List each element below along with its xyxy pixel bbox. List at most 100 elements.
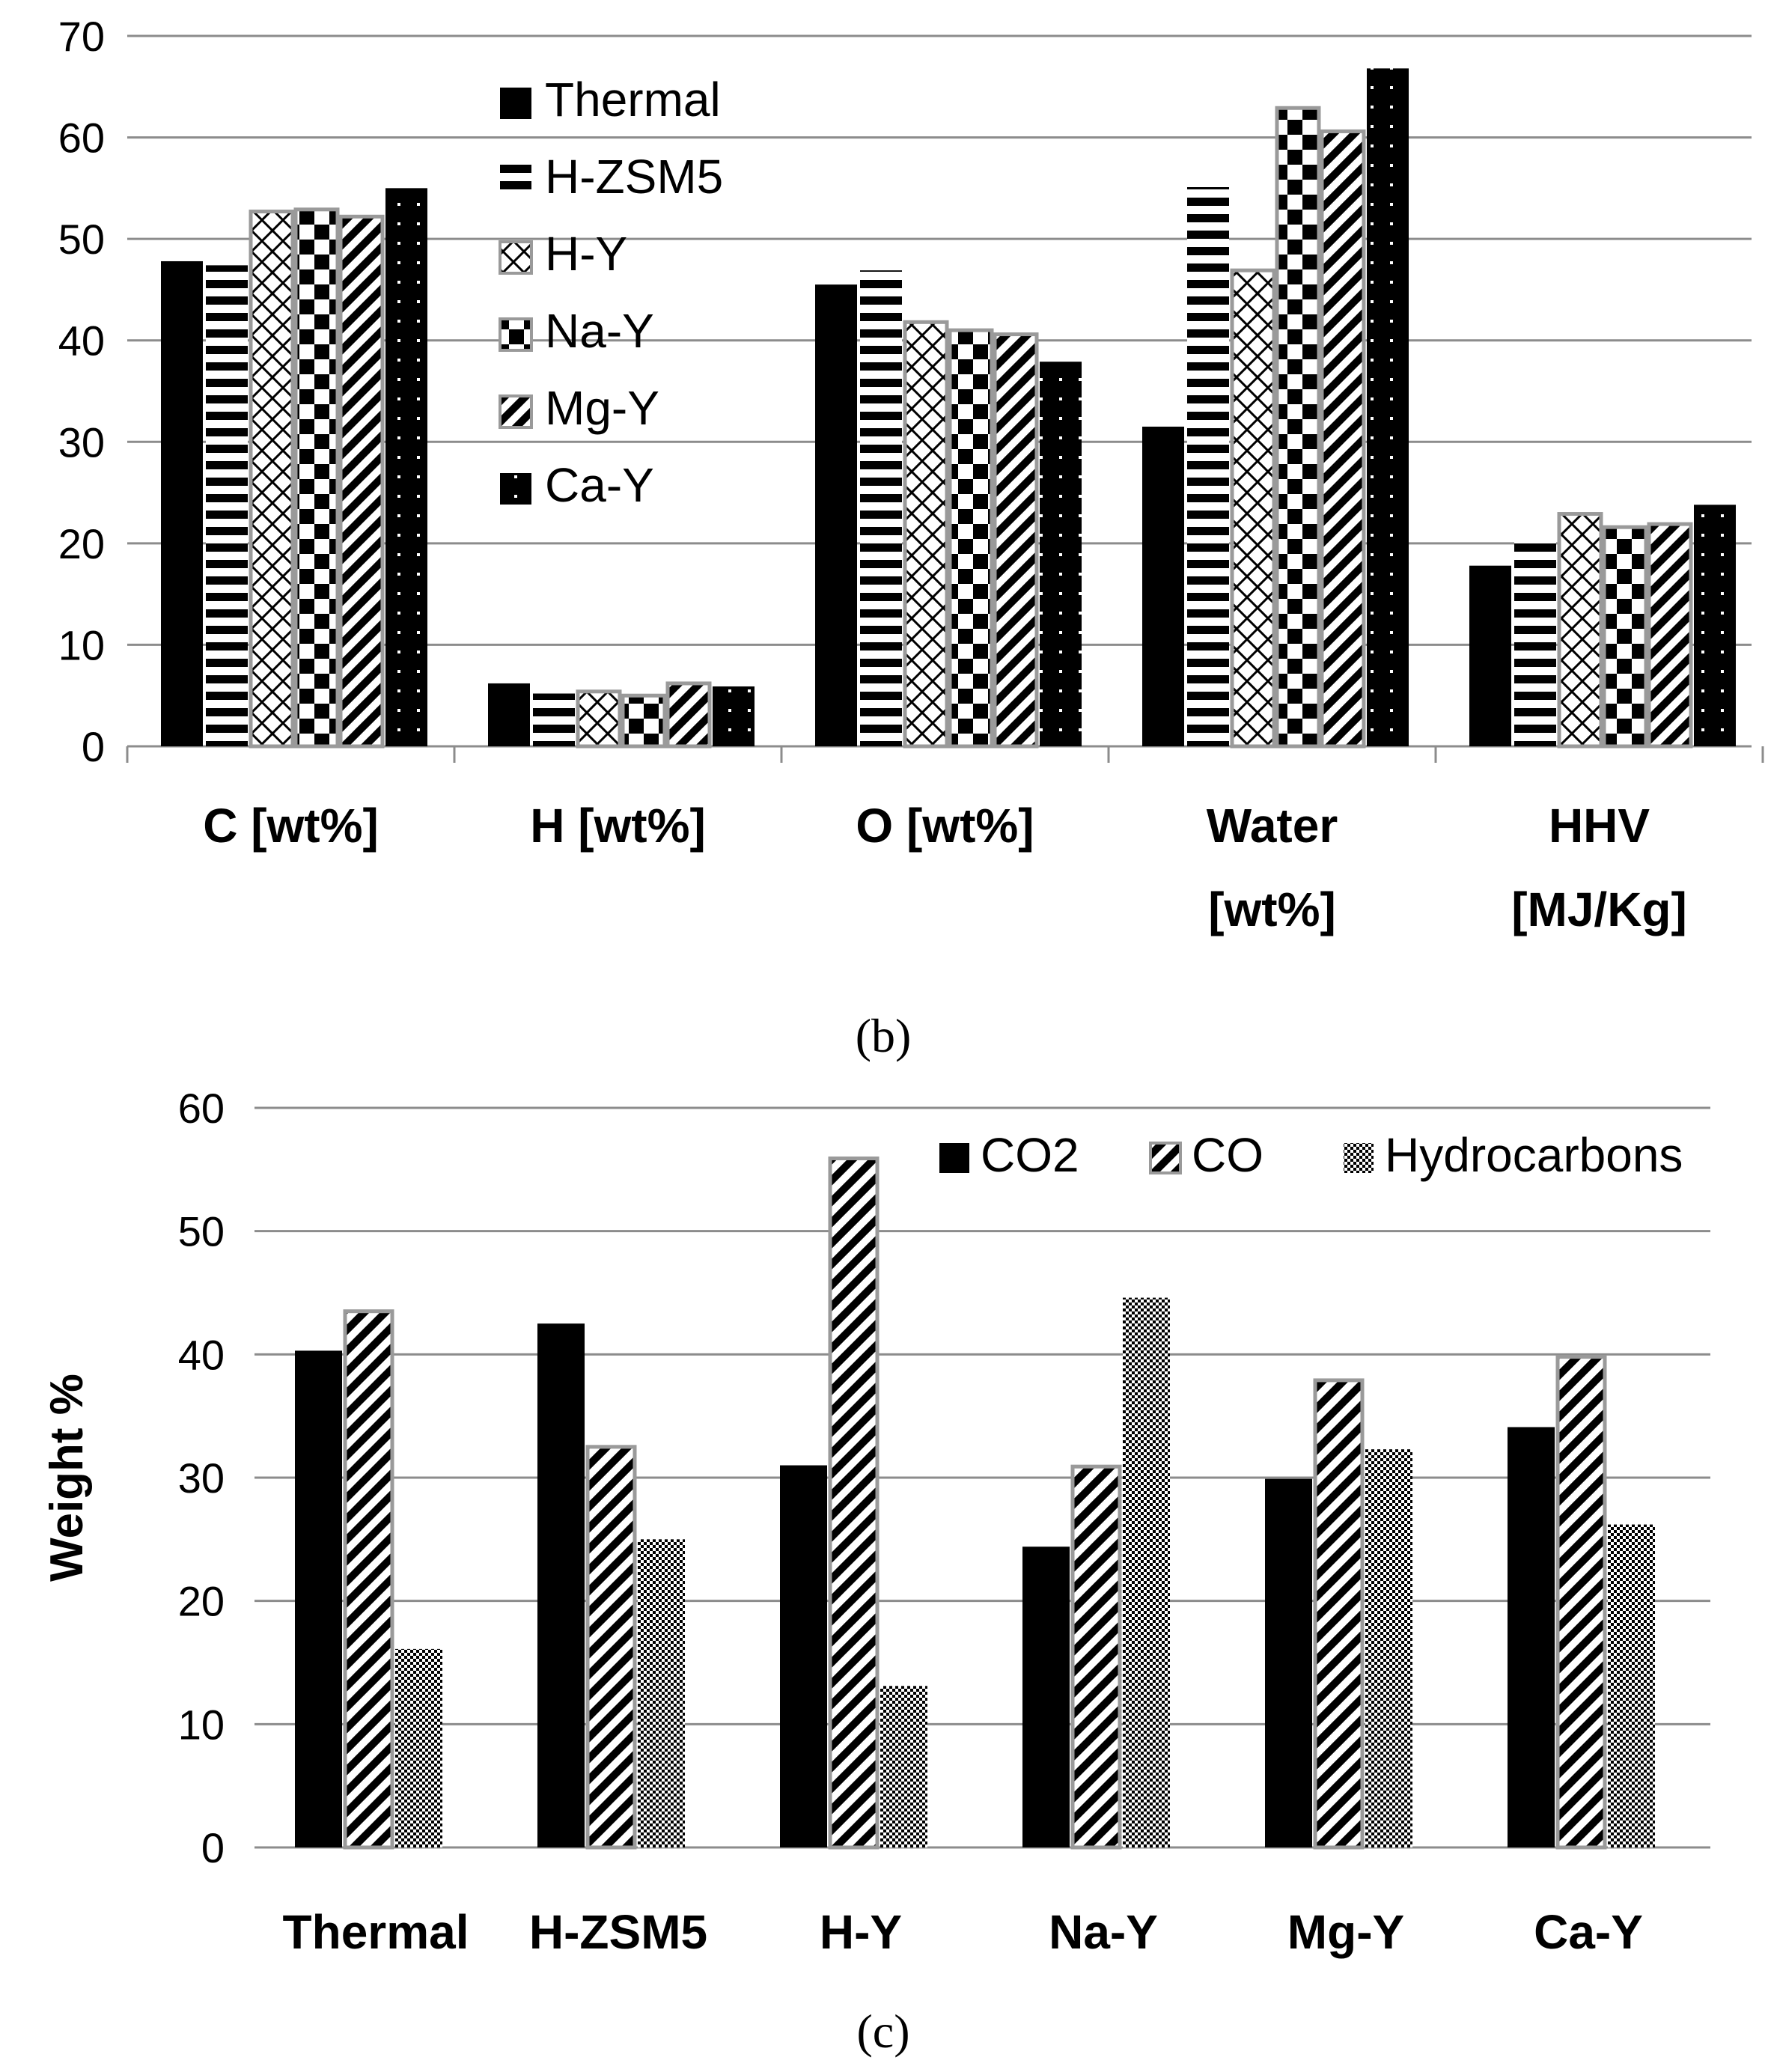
category-label: Mg-Y	[1287, 1905, 1404, 1959]
bar-h-zsm5	[533, 693, 575, 746]
legend-label: H-Y	[545, 227, 627, 281]
bar-hydrocarbons	[1365, 1449, 1412, 1847]
category-label: Ca-Y	[1534, 1905, 1643, 1959]
bar-co	[1313, 1378, 1365, 1850]
legend-swatch	[499, 240, 533, 275]
category-label: [wt%]	[1208, 883, 1336, 936]
legend-swatch	[939, 1143, 969, 1173]
bar-ca-y	[1367, 68, 1409, 746]
bar-co2	[537, 1323, 585, 1847]
bar-ca-y	[1040, 362, 1082, 746]
legend-swatch	[500, 165, 531, 196]
category-label: C [wt%]	[203, 799, 379, 853]
bar-thermal	[1142, 426, 1184, 746]
y-tick-label: 0	[82, 723, 105, 770]
category-label: H-Y	[820, 1905, 902, 1959]
bar-thermal	[1469, 565, 1511, 746]
y-tick-label: 10	[178, 1701, 225, 1748]
bar-hydrocarbons	[1123, 1297, 1170, 1847]
bar-na-y	[621, 693, 667, 749]
bar-co	[343, 1309, 394, 1850]
legend-swatch	[499, 317, 533, 352]
chart-c: 0 10 20 30 40 50 60 Thermal H-ZSM5 H-Y Na-Y Mg-Y Ca-…	[41, 1085, 1710, 2058]
legend-label: Mg-Y	[545, 381, 659, 435]
bar-mg-y	[338, 214, 385, 749]
category-label: HHV	[1549, 799, 1650, 853]
bar-hydrocarbons	[638, 1539, 685, 1847]
bar-na-y	[1602, 525, 1648, 749]
bar-h-y	[249, 210, 295, 749]
bar-h-zsm5	[860, 270, 902, 746]
y-tick-label: 50	[58, 216, 105, 263]
category-label: H [wt%]	[530, 799, 706, 853]
bar-h-zsm5	[206, 265, 248, 746]
y-tick-label: 60	[58, 115, 105, 162]
legend-label: Thermal	[545, 73, 721, 127]
bar-h-y	[1557, 512, 1603, 749]
bar-co2	[1022, 1547, 1070, 1847]
bar-thermal	[488, 683, 530, 746]
y-tick-label: 70	[58, 13, 105, 60]
category-label: O [wt%]	[856, 799, 1034, 853]
y-tick-label: 20	[178, 1578, 225, 1625]
category-label: H-ZSM5	[529, 1905, 707, 1959]
bar-co	[828, 1157, 880, 1850]
bar-co2	[1508, 1427, 1555, 1847]
legend-label: Ca-Y	[545, 458, 654, 512]
bar-h-zsm5	[1514, 535, 1556, 746]
legend-label: CO2	[981, 1128, 1079, 1182]
bar-na-y	[1275, 106, 1321, 749]
bar-h-y	[576, 689, 622, 749]
legend-swatch	[500, 473, 531, 505]
bar-co2	[1265, 1478, 1312, 1847]
category-label: Thermal	[283, 1905, 469, 1959]
category-label: [MJ/Kg]	[1511, 883, 1687, 936]
y-tick-label: 60	[178, 1085, 225, 1132]
legend-swatch	[1149, 1142, 1182, 1174]
bar-hydrocarbons	[1608, 1524, 1655, 1847]
bar-co	[585, 1445, 637, 1850]
bar-co	[1070, 1464, 1122, 1850]
bar-ca-y	[385, 188, 427, 746]
legend-swatch	[1344, 1143, 1374, 1173]
bar-h-y	[1230, 268, 1276, 749]
bar-co	[1555, 1355, 1607, 1850]
bar-ca-y	[1694, 505, 1736, 746]
y-tick-label: 50	[178, 1208, 225, 1255]
bar-mg-y	[1320, 129, 1366, 749]
legend-swatch	[499, 394, 533, 429]
bar-ca-y	[713, 686, 755, 746]
y-tick-label: 10	[58, 621, 105, 668]
y-tick-label: 20	[58, 520, 105, 567]
bar-thermal	[161, 260, 203, 746]
category-label: Water	[1207, 799, 1338, 853]
panel-label: (c)	[856, 2005, 909, 2058]
bar-mg-y	[1647, 522, 1693, 749]
y-tick-label: 40	[178, 1331, 225, 1378]
legend-label: Hydrocarbons	[1385, 1128, 1683, 1182]
category-label: Na-Y	[1049, 1905, 1158, 1959]
bar-h-zsm5	[1187, 187, 1229, 746]
bar-hydrocarbons	[880, 1686, 927, 1847]
bar-h-y	[903, 320, 949, 749]
legend-label: H-ZSM5	[545, 150, 723, 204]
bar-mg-y	[993, 332, 1039, 749]
legend-label: Na-Y	[545, 304, 654, 358]
bar-mg-y	[665, 681, 712, 749]
bar-co2	[295, 1350, 342, 1847]
bar-co2	[780, 1465, 827, 1847]
bar-na-y	[293, 207, 340, 749]
y-tick-label: 30	[58, 418, 105, 466]
y-tick-label: 30	[178, 1454, 225, 1502]
bar-thermal	[815, 284, 857, 746]
y-tick-label: 0	[201, 1824, 225, 1871]
y-axis-label: Weight %	[41, 1374, 93, 1582]
legend-label: CO	[1192, 1128, 1263, 1182]
legend-swatch	[500, 88, 531, 119]
chart-b: 0 10 20 30 40 50 60 70 C [wt%] H [wt%] O [wt%] Wate…	[58, 13, 1764, 1062]
y-tick-label: 40	[58, 317, 105, 365]
bar-na-y	[948, 328, 994, 749]
panel-label: (b)	[856, 1009, 912, 1062]
bar-hydrocarbons	[395, 1648, 442, 1847]
